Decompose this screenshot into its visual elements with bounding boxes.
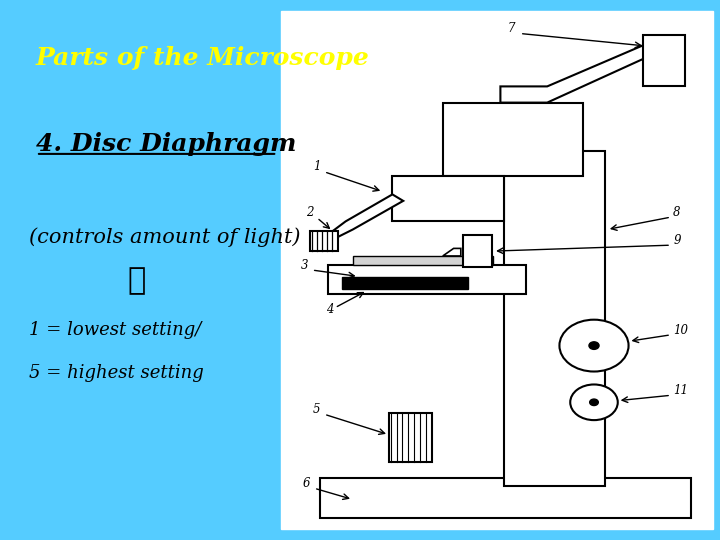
Text: (controls amount of light): (controls amount of light) (29, 227, 300, 247)
FancyBboxPatch shape (320, 478, 691, 518)
Text: Parts of the Microscope: Parts of the Microscope (36, 46, 370, 70)
FancyBboxPatch shape (310, 231, 338, 251)
Text: 2: 2 (306, 206, 313, 219)
Text: 8: 8 (673, 206, 680, 219)
FancyBboxPatch shape (443, 103, 583, 176)
Circle shape (589, 342, 599, 349)
FancyBboxPatch shape (281, 11, 713, 529)
Polygon shape (500, 43, 648, 103)
Text: 9: 9 (673, 234, 680, 247)
Text: 6: 6 (302, 477, 310, 490)
Circle shape (590, 399, 598, 406)
Text: 1: 1 (313, 160, 320, 173)
Text: 1 = lowest setting/: 1 = lowest setting/ (29, 321, 201, 339)
Text: 4: 4 (326, 303, 333, 316)
Polygon shape (443, 248, 461, 256)
FancyBboxPatch shape (389, 413, 432, 462)
FancyBboxPatch shape (342, 277, 468, 289)
FancyBboxPatch shape (392, 176, 504, 221)
FancyBboxPatch shape (643, 35, 685, 86)
Text: 5 = highest setting: 5 = highest setting (29, 364, 204, 382)
FancyBboxPatch shape (353, 256, 493, 265)
FancyBboxPatch shape (463, 235, 492, 267)
FancyBboxPatch shape (504, 151, 605, 486)
FancyBboxPatch shape (328, 265, 526, 294)
Text: 4. Disc Diaphragm: 4. Disc Diaphragm (36, 132, 297, 156)
Circle shape (570, 384, 618, 420)
Circle shape (559, 320, 629, 372)
Text: 3: 3 (301, 259, 308, 272)
Text: 7: 7 (508, 22, 515, 36)
Text: 5: 5 (313, 403, 320, 416)
Text: 10: 10 (673, 323, 688, 337)
Text: 💡: 💡 (127, 266, 146, 295)
Text: 11: 11 (673, 384, 688, 397)
Polygon shape (331, 194, 403, 240)
